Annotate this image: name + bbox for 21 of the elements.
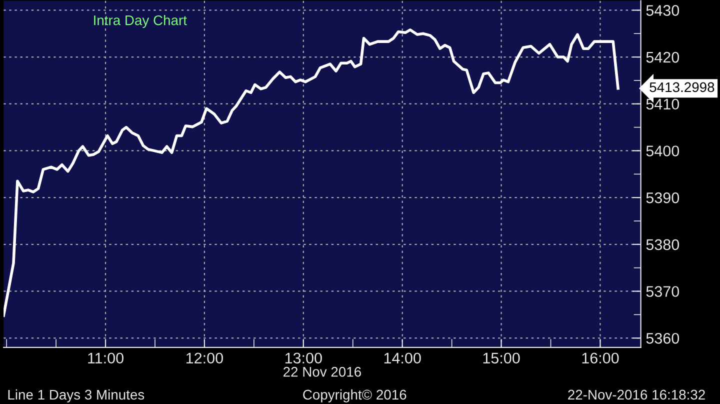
line-series [4, 28, 620, 317]
x-tick-label: 11:00 [88, 352, 124, 364]
text: Intra Day Chart [94, 15, 187, 28]
y-tick-label: 5360 [646, 332, 680, 344]
y-tick-label: 5370 [646, 286, 680, 297]
text: Line 1 Days 3 Minutes [8, 389, 144, 402]
y-tick-label: 5430 [646, 5, 680, 16]
x-tick-label: 15:00 [483, 352, 520, 364]
x-tick-label: 12:00 [186, 352, 223, 364]
y-tick-label: 5420 [646, 52, 680, 63]
y-tick-label: 5400 [646, 146, 680, 156]
y-tick-label: 5390 [646, 192, 680, 204]
text: Copyright© 2016 [303, 389, 406, 402]
x-tick-label: 14:00 [384, 352, 421, 364]
x-axis-title: 22 Nov 2016 [284, 366, 361, 377]
y-tick-label: 5380 [646, 239, 680, 250]
text: 22-Nov-2016 16:18:32 [568, 390, 705, 400]
text: 5413.2998 [650, 82, 714, 92]
y-tick-label: 5410 [646, 98, 680, 110]
x-tick-label: 13:00 [285, 352, 322, 364]
x-tick-label: 16:00 [582, 352, 619, 364]
